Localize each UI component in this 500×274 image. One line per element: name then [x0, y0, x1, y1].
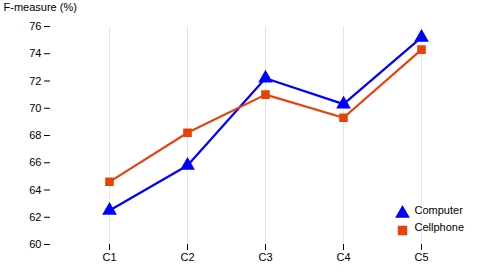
- svg-text:76: 76: [29, 20, 41, 32]
- svg-text:F-measure (%): F-measure (%): [4, 1, 77, 13]
- svg-text:Computer: Computer: [415, 204, 464, 216]
- svg-text:74: 74: [29, 47, 41, 59]
- svg-text:68: 68: [29, 129, 41, 141]
- svg-text:62: 62: [29, 211, 41, 223]
- svg-text:66: 66: [29, 156, 41, 168]
- svg-text:C5: C5: [414, 251, 428, 263]
- svg-text:64: 64: [29, 184, 41, 196]
- svg-text:C1: C1: [102, 251, 116, 263]
- svg-text:72: 72: [29, 75, 41, 87]
- svg-text:C3: C3: [258, 251, 272, 263]
- svg-text:C4: C4: [336, 251, 350, 263]
- svg-text:Cellphone: Cellphone: [415, 221, 465, 233]
- svg-text:70: 70: [29, 102, 41, 114]
- svg-text:C2: C2: [180, 251, 194, 263]
- svg-text:60: 60: [29, 238, 41, 250]
